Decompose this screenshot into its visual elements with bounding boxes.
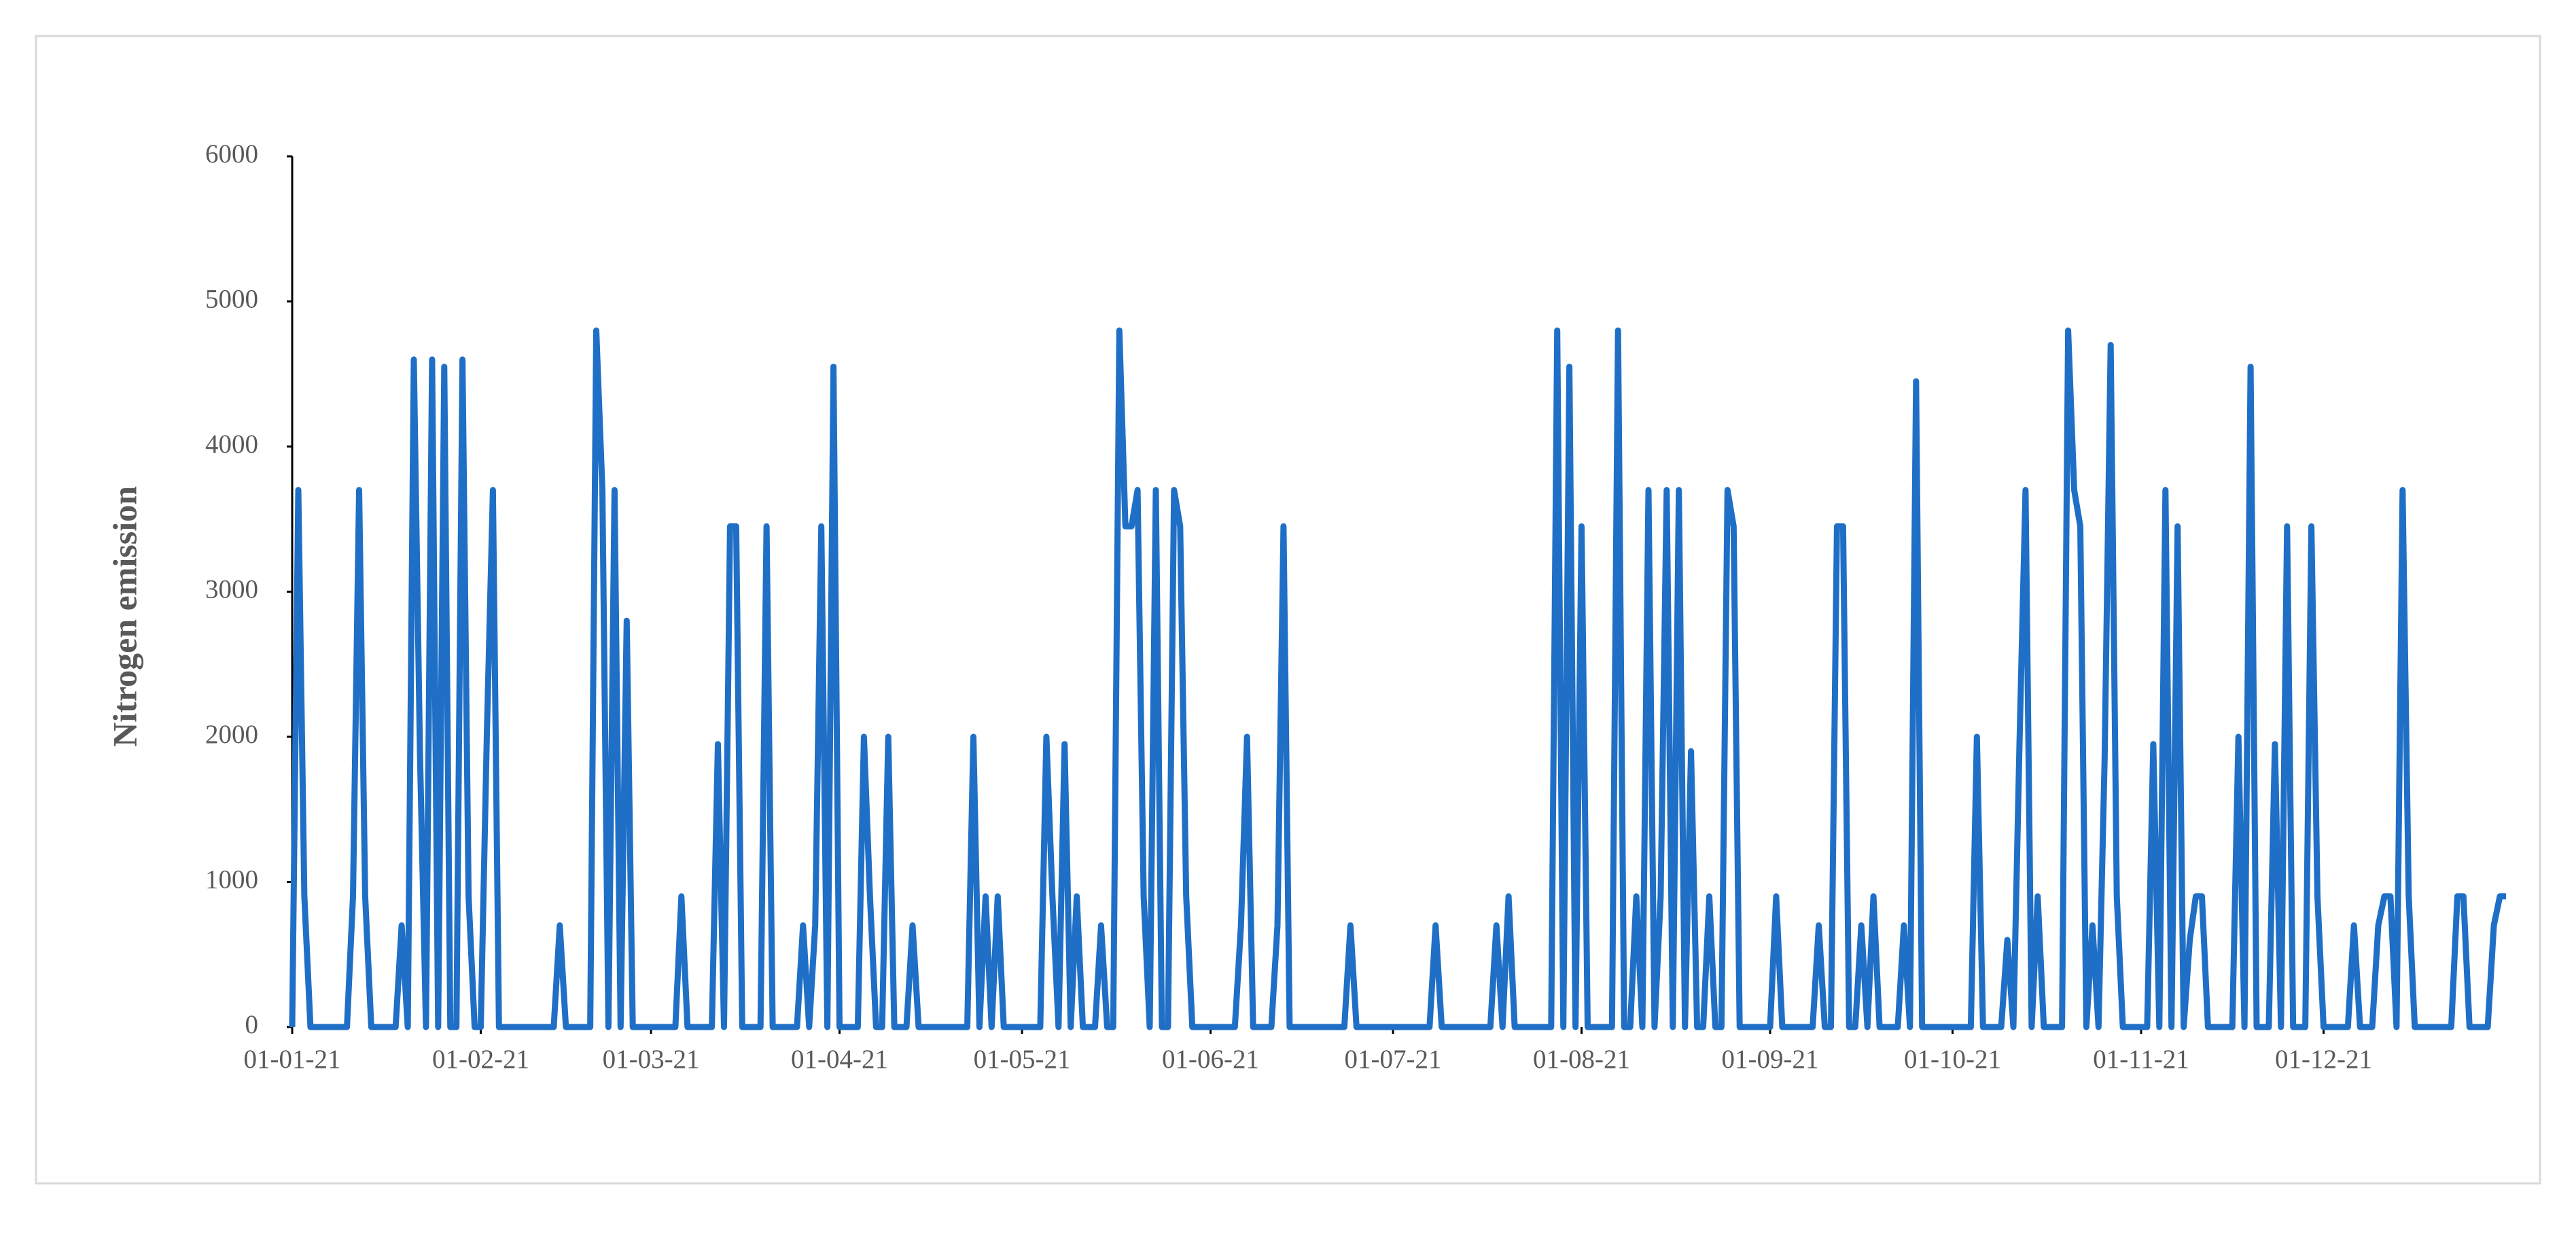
x-tick-label: 01-03-21 [603, 1045, 700, 1074]
y-tick-label: 3000 [205, 574, 258, 604]
x-tick-label: 01-11-21 [2093, 1045, 2189, 1074]
x-tick-label: 01-12-21 [2275, 1045, 2372, 1074]
y-tick-label: 4000 [205, 430, 258, 459]
x-tick-label: 01-06-21 [1162, 1045, 1259, 1074]
x-tick-label: 01-10-21 [1904, 1045, 2001, 1074]
data-line [289, 327, 2506, 1030]
y-tick-label: 6000 [205, 139, 258, 169]
x-tick-label: 01-07-21 [1345, 1045, 1442, 1074]
y-tick-label: 1000 [205, 865, 258, 894]
x-tick-label: 01-05-21 [974, 1045, 1071, 1074]
x-tick-label: 01-09-21 [1721, 1045, 1818, 1074]
x-tick-label: 01-01-21 [244, 1045, 341, 1074]
y-tick-label: 2000 [205, 720, 258, 749]
x-tick-label: 01-04-21 [791, 1045, 888, 1074]
y-tick-label: 5000 [205, 284, 258, 313]
y-axis-label: Nitrogen emission [105, 486, 143, 747]
x-tick-label: 01-08-21 [1533, 1045, 1630, 1074]
x-tick-label: 01-02-21 [432, 1045, 529, 1074]
y-tick-label: 0 [245, 1010, 259, 1039]
